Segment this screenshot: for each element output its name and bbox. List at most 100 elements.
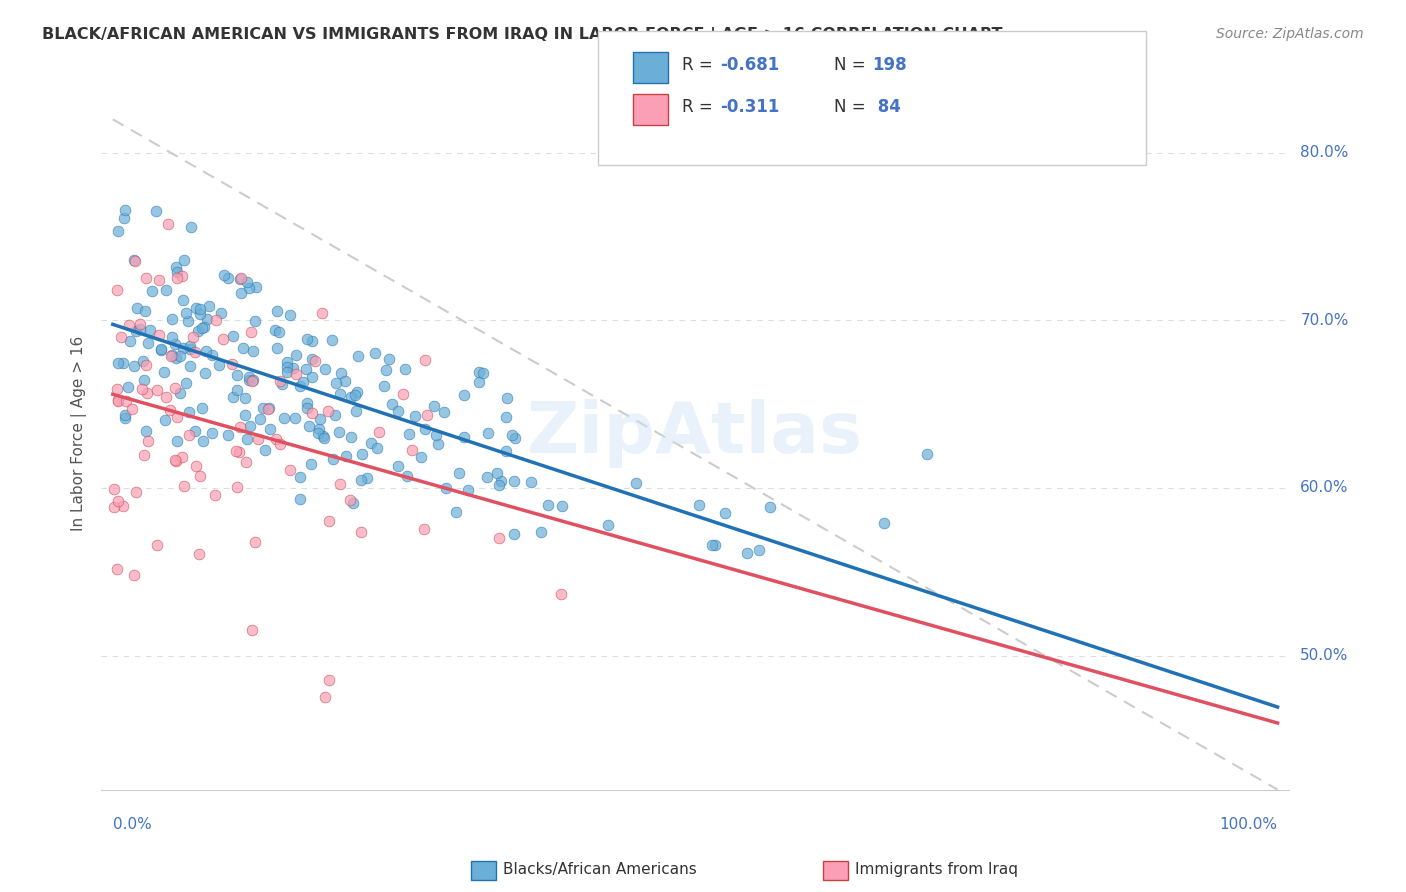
Point <box>477 425 499 440</box>
Point <box>217 270 239 285</box>
Point <box>239 419 262 434</box>
Point <box>173 479 195 493</box>
Text: 80.0%: 80.0% <box>1301 145 1348 161</box>
Point <box>166 265 188 279</box>
Point <box>229 285 252 300</box>
Point <box>243 314 266 328</box>
Text: Blacks/African Americans: Blacks/African Americans <box>503 863 697 877</box>
Point <box>329 476 352 491</box>
Point <box>238 373 260 387</box>
Point <box>339 492 361 507</box>
Point <box>180 220 202 235</box>
Point <box>179 359 201 374</box>
Point <box>184 301 207 315</box>
Point <box>107 224 129 238</box>
Point <box>179 338 201 352</box>
Point <box>346 349 368 363</box>
Point <box>146 384 169 398</box>
Point <box>181 329 204 343</box>
Point <box>136 385 159 400</box>
Text: R =: R = <box>682 98 718 116</box>
Point <box>322 452 344 467</box>
Point <box>395 468 418 483</box>
Point <box>162 329 184 343</box>
Point <box>318 404 340 418</box>
Point <box>205 312 228 326</box>
Point <box>412 522 434 536</box>
Point <box>273 411 295 425</box>
Point <box>495 392 517 406</box>
Point <box>290 379 312 393</box>
Text: 84: 84 <box>872 98 901 116</box>
Point <box>477 470 499 484</box>
Point <box>598 517 620 532</box>
Text: 70.0%: 70.0% <box>1301 313 1348 328</box>
Point <box>170 268 193 283</box>
Point <box>328 425 350 440</box>
Point <box>235 455 257 469</box>
Point <box>187 324 209 338</box>
Point <box>166 271 188 285</box>
Point <box>107 392 129 407</box>
Text: 50.0%: 50.0% <box>1301 648 1348 663</box>
Point <box>204 488 226 502</box>
Point <box>165 336 187 351</box>
Text: BLACK/AFRICAN AMERICAN VS IMMIGRANTS FROM IRAQ IN LABOR FORCE | AGE > 16 CORRELA: BLACK/AFRICAN AMERICAN VS IMMIGRANTS FRO… <box>42 27 1002 43</box>
Point <box>129 317 152 331</box>
Point <box>283 410 305 425</box>
Point <box>321 333 343 347</box>
Point <box>352 446 374 460</box>
Point <box>269 437 291 451</box>
Point <box>114 410 136 425</box>
Point <box>314 361 336 376</box>
Point <box>212 332 235 346</box>
Point <box>486 466 509 480</box>
Point <box>267 326 290 340</box>
Point <box>257 402 280 417</box>
Point <box>434 481 457 495</box>
Point <box>115 393 138 408</box>
Point <box>141 284 163 298</box>
Point <box>193 319 215 334</box>
Point <box>201 425 224 440</box>
Point <box>156 217 179 231</box>
Point <box>112 500 135 514</box>
Point <box>236 432 259 446</box>
Point <box>453 429 475 443</box>
Point <box>229 271 252 285</box>
Point <box>166 409 188 424</box>
Point <box>280 462 302 476</box>
Point <box>172 450 194 465</box>
Point <box>138 323 160 337</box>
Text: 198: 198 <box>872 56 907 74</box>
Point <box>308 422 330 436</box>
Point <box>122 359 145 374</box>
Point <box>211 305 233 319</box>
Text: N =: N = <box>834 56 870 74</box>
Point <box>132 373 155 387</box>
Point <box>233 391 256 405</box>
Point <box>163 381 186 395</box>
Point <box>201 348 224 362</box>
Point <box>404 409 426 424</box>
Point <box>318 673 340 687</box>
Point <box>290 491 312 506</box>
Point <box>375 363 398 377</box>
Point <box>373 378 395 392</box>
Point <box>174 306 197 320</box>
Point <box>124 253 146 268</box>
Point <box>360 435 382 450</box>
Point <box>103 500 125 514</box>
Point <box>122 252 145 267</box>
Point <box>208 358 231 372</box>
Point <box>148 273 170 287</box>
Point <box>266 341 288 355</box>
Point <box>212 268 235 282</box>
Point <box>304 354 326 368</box>
Point <box>276 354 298 368</box>
Point <box>155 283 177 297</box>
Point <box>179 342 201 356</box>
Point <box>240 623 263 637</box>
Point <box>232 341 254 355</box>
Point <box>301 370 323 384</box>
